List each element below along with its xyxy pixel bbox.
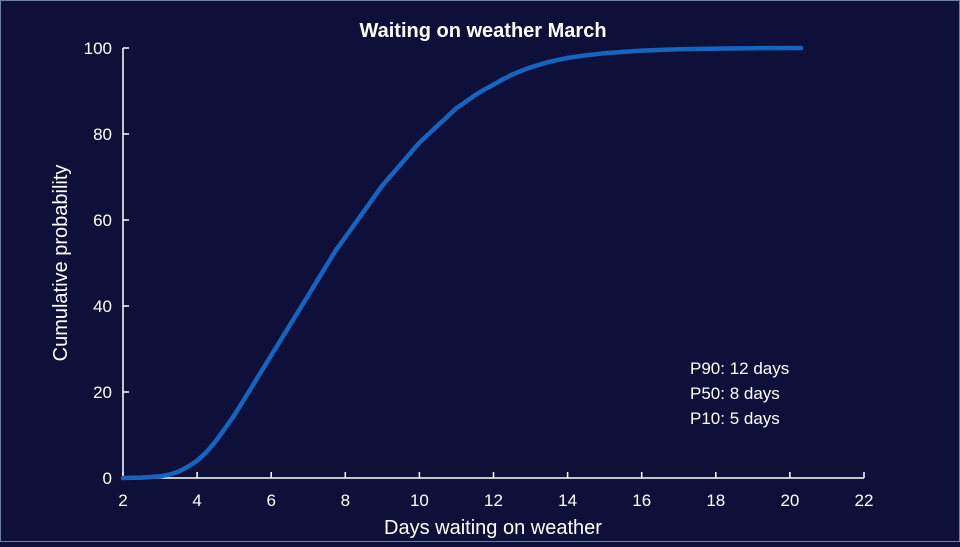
data-point <box>509 72 515 77</box>
y-tick-label: 100 <box>84 39 112 58</box>
x-tick-label: 4 <box>192 491 201 510</box>
data-point <box>426 131 431 137</box>
x-axis-label: Days waiting on weather <box>384 517 602 539</box>
data-point <box>343 235 348 240</box>
data-point <box>676 47 681 52</box>
data-point <box>306 293 311 298</box>
chart-title: Waiting on weather March <box>359 20 606 42</box>
data-point <box>639 48 644 53</box>
data-point <box>269 353 274 358</box>
data-point <box>241 398 246 403</box>
data-point <box>176 469 181 474</box>
data-point <box>620 49 626 55</box>
x-tick-label: 6 <box>266 491 275 510</box>
data-point <box>565 55 570 61</box>
data-point <box>750 46 756 51</box>
data-point <box>315 278 320 283</box>
data-point <box>287 323 292 328</box>
x-tick-label: 14 <box>558 491 577 510</box>
y-tick-label: 80 <box>93 125 112 144</box>
data-point <box>213 439 218 444</box>
data-point <box>798 45 804 51</box>
data-point <box>333 247 339 253</box>
annotations: P90: 12 days P50: 8 days P10: 5 days <box>690 359 789 428</box>
data-point <box>528 65 533 70</box>
data-point <box>602 50 607 56</box>
y-tick-label: 0 <box>103 469 112 488</box>
data-point <box>463 99 468 104</box>
annotation-p90: P90: 12 days <box>690 359 789 378</box>
x-tick-label: 10 <box>410 491 429 510</box>
annotation-p50: P50: 8 days <box>690 384 780 403</box>
data-point <box>583 53 589 58</box>
data-point <box>250 383 255 388</box>
data-point <box>407 151 413 156</box>
y-tick-label: 20 <box>93 383 112 402</box>
x-tick-label: 22 <box>855 491 874 510</box>
data-point <box>398 161 404 167</box>
data-point <box>380 183 385 188</box>
x-tick-label: 20 <box>780 491 799 510</box>
data-point <box>194 458 200 463</box>
data-point <box>713 46 718 51</box>
data-point <box>222 426 228 431</box>
data-point <box>157 474 163 479</box>
data-point <box>296 308 302 313</box>
data-point <box>231 413 237 418</box>
data-point <box>167 472 172 477</box>
data-point <box>389 172 394 178</box>
y-tick-label: 40 <box>93 297 112 316</box>
x-tick-label: 8 <box>341 491 350 510</box>
x-tick-label: 16 <box>632 491 651 510</box>
x-tick-label: 2 <box>118 491 127 510</box>
data-point <box>120 475 126 481</box>
data-point <box>435 123 441 128</box>
y-ticks: 0 20 40 60 80 100 <box>84 39 129 488</box>
data-point <box>278 338 283 343</box>
data-point <box>352 222 357 227</box>
data-point <box>370 196 376 201</box>
data-point <box>482 87 487 92</box>
data-point <box>185 464 191 470</box>
data-point <box>472 93 478 98</box>
data-point <box>546 59 552 64</box>
data-point <box>204 450 209 455</box>
data-point <box>444 114 450 120</box>
data-point <box>491 82 496 87</box>
data-point <box>454 106 459 111</box>
y-axis-label: Cumulative probability <box>50 165 72 362</box>
y-tick-label: 60 <box>93 211 112 230</box>
x-tick-label: 12 <box>484 491 503 510</box>
data-point <box>139 475 144 480</box>
data-point <box>500 77 505 82</box>
data-point <box>361 209 367 214</box>
data-point <box>417 140 422 145</box>
series-layer <box>120 45 804 481</box>
x-tick-label: 18 <box>706 491 725 510</box>
data-point <box>324 262 329 268</box>
data-point <box>519 68 524 73</box>
x-ticks: 2 4 6 8 10 12 14 16 18 20 22 <box>118 472 873 510</box>
data-point <box>259 368 265 373</box>
annotation-p10: P10: 5 days <box>690 409 780 428</box>
